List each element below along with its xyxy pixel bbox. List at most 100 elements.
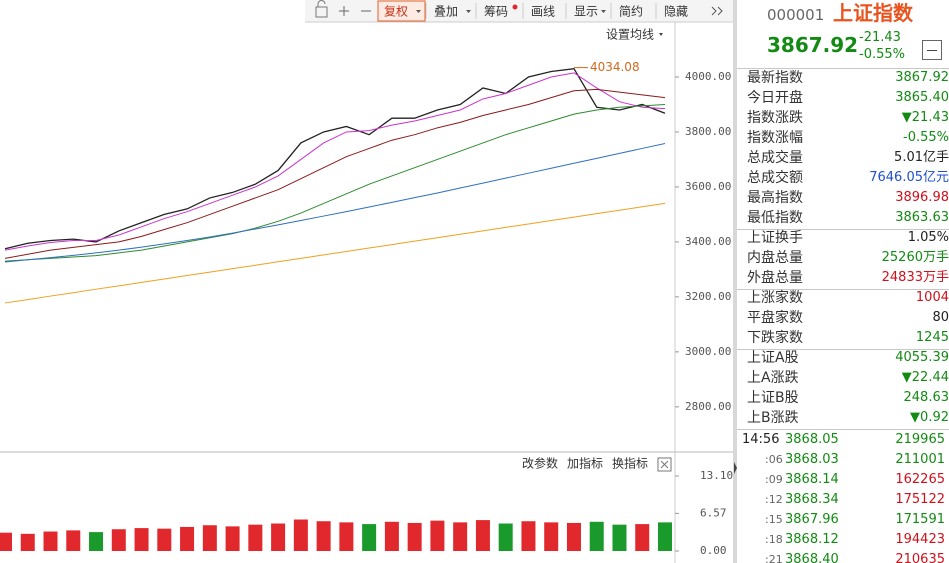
price-change: -21.43	[859, 30, 901, 45]
dropdown-arrow	[601, 10, 606, 13]
trade-volume: 211001	[895, 452, 945, 467]
y-tick-label: 6.57	[700, 506, 727, 519]
trade-time: :21	[765, 553, 783, 563]
trade-time: :09	[765, 473, 783, 486]
lock-shackle	[317, 0, 326, 7]
quote-label: 外盘总量	[747, 270, 803, 286]
quote-value: 4055.39	[895, 350, 949, 365]
volume-bar	[134, 528, 149, 551]
quote-label: 上涨家数	[747, 290, 803, 306]
collapse-icon	[927, 50, 937, 51]
volume-close[interactable]	[657, 457, 672, 472]
moving-average-line	[4, 72, 666, 251]
volume-bar	[453, 522, 468, 551]
y-tick-label: 4000.00	[685, 70, 731, 83]
volume-bar	[316, 521, 331, 551]
quote-label: 内盘总量	[747, 250, 803, 266]
price-line	[4, 68, 666, 250]
trade-volume: 210635	[895, 552, 945, 563]
volume-bar	[66, 530, 81, 551]
toolbar-button[interactable]: 复权	[384, 5, 408, 19]
volume-bar	[521, 521, 536, 551]
quote-value: 80	[932, 310, 949, 325]
volume-bar	[612, 524, 627, 551]
toolbar-button[interactable]: 筹码	[484, 5, 508, 19]
moving-average-line	[4, 88, 666, 259]
lock-icon[interactable]	[315, 0, 328, 18]
trade-price: 3868.14	[785, 472, 839, 487]
y-tick-label: 3800.00	[685, 125, 731, 138]
ma-setting-label[interactable]: 设置均线	[606, 28, 654, 42]
quote-value: ▼21.43	[901, 110, 949, 125]
quote-label: 总成交量	[747, 150, 803, 166]
quote-label: 最高指数	[747, 190, 803, 206]
quote-label: 最低指数	[747, 210, 803, 226]
y-tick-label: 2800.00	[685, 400, 731, 413]
moving-average-line	[4, 143, 666, 263]
quote-panel: 000001 上证指数 3867.92 -21.43 -0.55% 最新指数 38…	[737, 0, 949, 563]
trade-volume: 171591	[895, 512, 945, 527]
quote-label: 指数涨幅	[747, 130, 803, 146]
volume-bar	[20, 533, 35, 551]
splitter[interactable]	[733, 0, 737, 563]
trade-volume: 162265	[895, 472, 945, 487]
volume-bar	[180, 526, 195, 551]
quote-value: 3896.98	[895, 190, 949, 205]
zoom-in-icon[interactable]	[339, 6, 349, 16]
volume-bar	[407, 522, 422, 551]
trade-price: 3868.05	[785, 432, 839, 447]
volume-bar	[111, 529, 126, 551]
dropdown-arrow	[466, 10, 471, 13]
volume-bar	[293, 519, 308, 551]
volume-bar	[475, 520, 490, 551]
quote-value: 3863.63	[895, 210, 949, 225]
volume-bar	[225, 526, 240, 551]
toolbar-button[interactable]: 隐藏	[664, 5, 688, 19]
toolbar-button[interactable]: 叠加	[434, 5, 458, 19]
divider	[737, 349, 949, 350]
quote-label: 下跌家数	[747, 330, 803, 346]
divider	[737, 68, 949, 69]
quote-value: 24833万手	[881, 270, 949, 285]
dropdown-arrow	[416, 10, 421, 13]
indicator-button[interactable]: 换指标	[612, 456, 648, 471]
volume-bar	[89, 532, 104, 551]
volume-bar	[202, 525, 217, 551]
dropdown-arrow	[659, 33, 663, 36]
volume-bar	[566, 522, 581, 551]
quote-value: 1245	[915, 330, 949, 345]
quote-label: 上证A股	[747, 350, 799, 366]
toolbar-button[interactable]: 简约	[619, 4, 643, 19]
collapse-button[interactable]	[922, 40, 942, 60]
y-tick-label: 3200.00	[685, 290, 731, 303]
toolbar-button[interactable]: 显示	[574, 5, 598, 19]
indicator-button[interactable]: 加指标	[567, 456, 603, 471]
volume-bar	[0, 532, 12, 551]
trade-time: :18	[765, 533, 783, 546]
quote-label: 指数涨跌	[747, 110, 803, 126]
moving-average-line	[4, 103, 666, 262]
volume-bar	[248, 524, 263, 551]
price-change-pct: -0.55%	[859, 47, 905, 62]
more-icon[interactable]	[711, 6, 723, 16]
volume-bar	[544, 522, 559, 551]
ma-setting[interactable]: 设置均线	[606, 28, 663, 42]
trade-time: :12	[765, 493, 783, 506]
quote-value: 25260万手	[881, 250, 949, 265]
trade-volume: 219965	[895, 432, 945, 447]
toolbar-button-active[interactable]	[377, 0, 426, 22]
volume-bar	[430, 520, 445, 551]
trade-price: 3868.34	[785, 492, 839, 507]
divider	[737, 429, 949, 430]
toolbar-button[interactable]: 画线	[531, 5, 555, 19]
indicator-button[interactable]: 改参数	[522, 456, 558, 471]
trade-price: 3868.03	[785, 452, 839, 467]
trade-price: 3867.96	[785, 512, 839, 527]
quote-value: ▼22.44	[901, 370, 949, 385]
volume-bar	[43, 531, 58, 551]
trade-time: 14:56	[742, 432, 780, 447]
quote-value: 248.63	[903, 390, 949, 405]
splitter-arrow[interactable]	[734, 462, 737, 474]
volume-bar	[498, 523, 513, 551]
